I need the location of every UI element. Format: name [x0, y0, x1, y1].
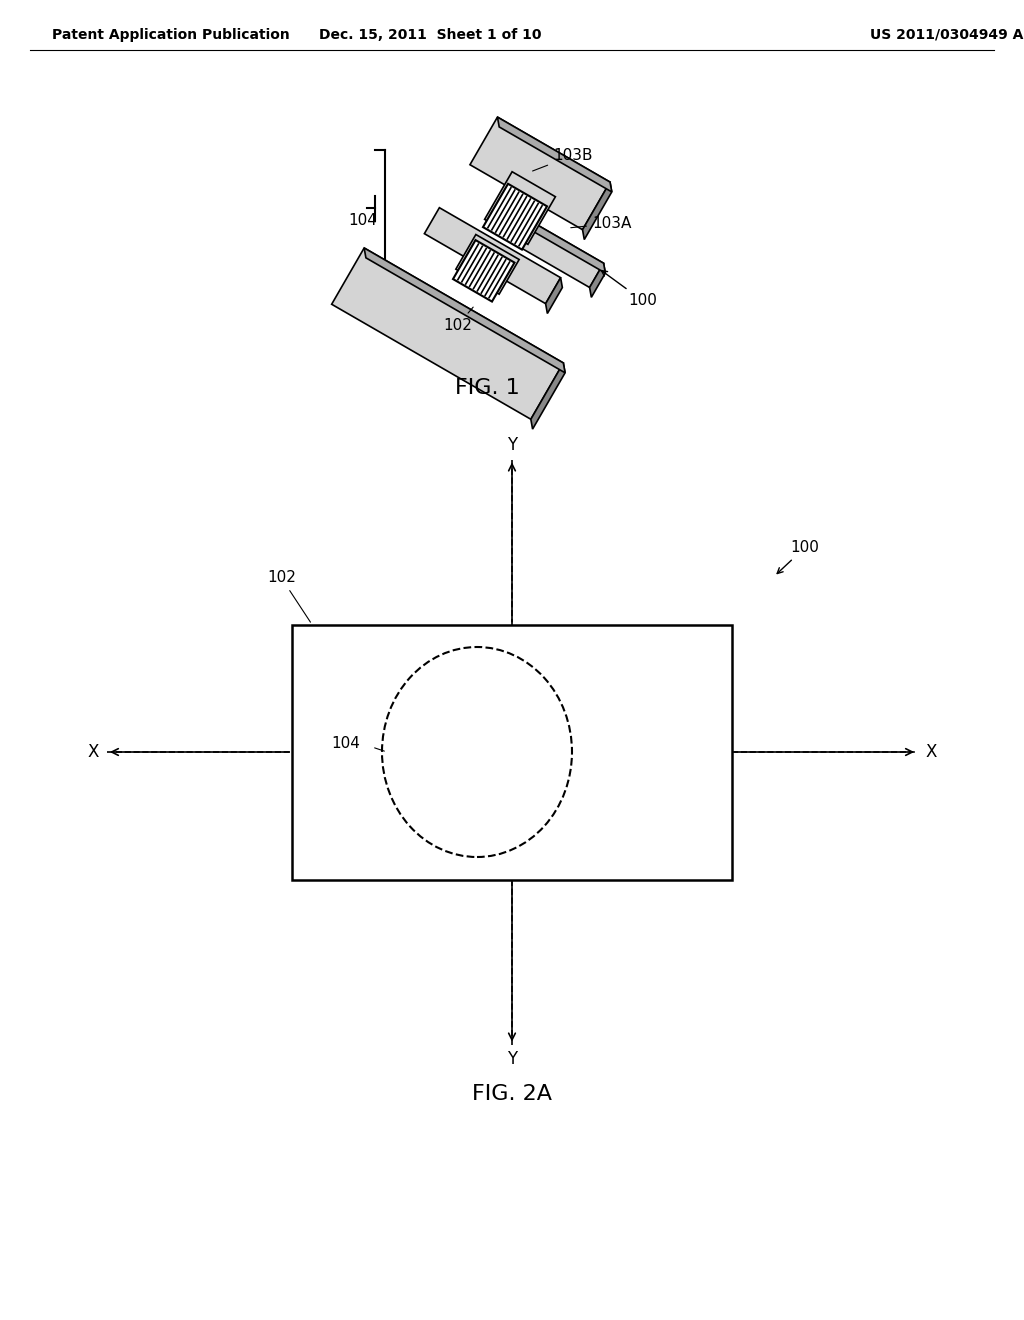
Text: Y: Y: [507, 437, 517, 454]
Polygon shape: [517, 214, 605, 273]
Text: Y: Y: [507, 1049, 517, 1068]
Text: 103B: 103B: [532, 148, 593, 172]
Polygon shape: [503, 214, 603, 288]
Text: 104: 104: [348, 213, 377, 228]
Text: FIG. 1: FIG. 1: [455, 378, 519, 399]
Polygon shape: [546, 277, 562, 314]
Text: 100: 100: [601, 271, 656, 308]
Polygon shape: [498, 117, 611, 191]
Bar: [292, 624, 732, 879]
Polygon shape: [483, 183, 547, 249]
Text: Patent Application Publication: Patent Application Publication: [52, 28, 290, 42]
Polygon shape: [484, 172, 555, 244]
Text: X: X: [926, 743, 937, 762]
Text: X: X: [87, 743, 98, 762]
Polygon shape: [530, 363, 565, 429]
Polygon shape: [453, 240, 514, 301]
Polygon shape: [590, 263, 605, 297]
Text: 102: 102: [267, 570, 310, 622]
Text: 102: 102: [443, 308, 473, 333]
Polygon shape: [332, 248, 563, 420]
Text: FIG. 2A: FIG. 2A: [472, 1085, 552, 1105]
Polygon shape: [424, 207, 560, 304]
Polygon shape: [456, 235, 519, 294]
Text: Dec. 15, 2011  Sheet 1 of 10: Dec. 15, 2011 Sheet 1 of 10: [318, 28, 542, 42]
Polygon shape: [583, 182, 611, 239]
Text: 103A: 103A: [570, 216, 632, 231]
Text: 100: 100: [777, 540, 819, 573]
Polygon shape: [365, 248, 565, 372]
Polygon shape: [470, 117, 610, 230]
Text: 104: 104: [331, 737, 360, 751]
Text: US 2011/0304949 A1: US 2011/0304949 A1: [870, 28, 1024, 42]
